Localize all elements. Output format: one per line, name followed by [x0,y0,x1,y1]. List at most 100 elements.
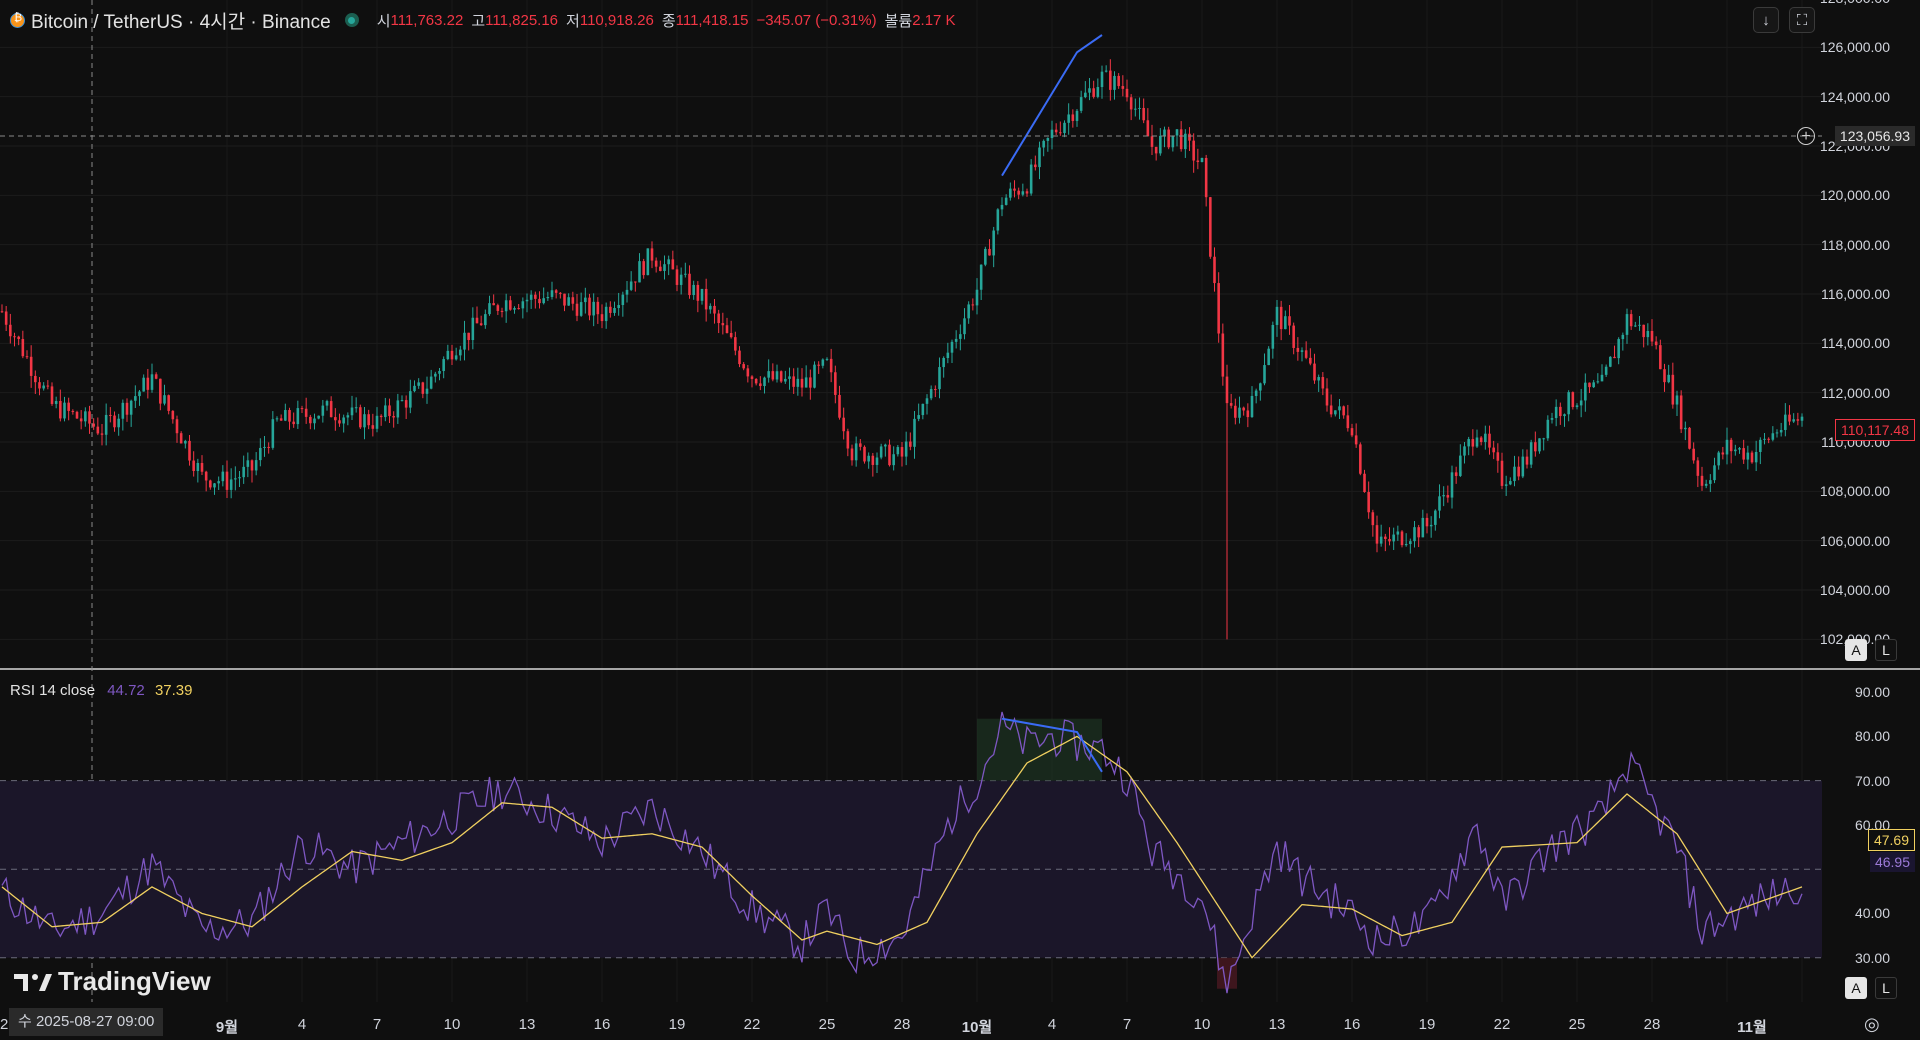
candle-body [371,425,375,429]
candle-body [250,460,254,471]
candle-body [1084,92,1087,98]
candle-body [1067,114,1070,123]
candle-body [300,408,304,410]
candle-body [1421,517,1425,538]
candle-body [1359,444,1362,474]
candle-body [17,336,20,340]
candle-body [1259,383,1262,391]
candle-body [1454,472,1458,476]
candle-body [721,323,725,326]
candle-body [1425,517,1429,527]
candle-body [1204,157,1208,198]
candle-body [1725,439,1729,455]
candle-body [788,376,791,379]
candle-body [292,421,295,425]
candle-body [63,402,66,419]
candle-body [1309,357,1312,364]
time-tick-label: 7 [372,1016,382,1033]
candle-body [1354,435,1358,445]
candle-body [1363,473,1366,493]
candle-body [1059,132,1062,134]
candle-body [1625,314,1629,335]
candle-body [1513,466,1516,482]
add-alert-icon[interactable]: + [1797,127,1815,145]
candle-body [1342,406,1345,416]
candle-body [1638,324,1641,326]
candle-body [517,308,520,310]
candle-body [213,483,216,488]
time-axis-cut-label: 2 [0,1016,9,1033]
rsi-auto-scale-button[interactable]: A [1845,977,1867,999]
candle-body [454,355,458,360]
candle-body [1563,414,1566,417]
auto-scale-button[interactable]: A [1845,639,1867,661]
candle-body [1021,191,1025,195]
candle-body [859,443,862,447]
candle-body [59,400,62,419]
candle-body [775,371,779,380]
candle-body [425,388,429,394]
candle-body [392,416,395,418]
candle-body [1675,395,1679,405]
candle-body [146,377,150,390]
candle-body [1504,484,1508,486]
candle-body [513,308,516,310]
candle-body [71,410,75,412]
price-tick-label: 108,000.00 [1819,483,1890,500]
rsi-tick-label: 40.00 [1854,905,1890,922]
download-icon[interactable]: ↓ [1753,7,1779,33]
candle-body [1121,86,1125,89]
candle-body [550,290,554,297]
candle-body [1267,348,1270,366]
candle-body [1579,400,1583,406]
rsi-tick-label: 70.00 [1854,772,1890,789]
candle-body [1038,147,1041,168]
time-tick-label: 19 [668,1016,686,1033]
candle-body [1788,414,1791,422]
candle-body [579,302,583,316]
candle-body [1467,439,1470,447]
log-scale-button[interactable]: L [1875,639,1897,661]
candle-body [1500,460,1504,486]
candle-body [917,415,920,419]
candle-body [934,389,937,391]
candle-body [1792,419,1795,422]
fullscreen-icon[interactable]: ⛶ [1789,7,1815,33]
candle-body [167,395,170,411]
candle-body [1584,382,1587,401]
time-tick-label: 13 [1268,1016,1286,1033]
time-tick-label: 4 [1047,1016,1057,1033]
candle-body [750,376,754,379]
candle-body [538,298,541,304]
settings-icon[interactable]: ◎ [1864,1014,1880,1034]
candle-body [1596,381,1600,383]
symbol-title[interactable]: Bitcoin / TetherUS · 4시간 · Binance [31,11,331,33]
candle-body [275,418,279,420]
tradingview-logo[interactable]: TradingView [14,966,211,997]
candle-body [713,305,716,314]
candle-body [259,447,262,461]
candle-body [1025,191,1029,194]
candle-body [963,318,966,335]
rsi-legend[interactable]: RSI 14 close 44.72 37.39 [10,682,192,699]
candle-body [1588,382,1591,388]
candle-body [471,317,475,341]
candle-body [109,414,112,416]
candle-body [500,310,504,312]
candle-body [1650,330,1654,342]
candle-body [1075,110,1079,121]
candle-body [1517,466,1520,477]
logo-text: TradingView [58,966,211,996]
rsi-log-scale-button[interactable]: L [1875,977,1897,999]
candle-body [379,415,383,418]
candle-body [1109,70,1112,90]
candle-body [884,444,887,447]
candle-body [1779,429,1783,433]
candle-body [817,364,820,366]
candle-body [1046,138,1050,141]
candle-body [1417,527,1420,538]
candle-body [234,478,237,480]
candle-body [1646,330,1650,338]
candle-body [1434,510,1437,525]
